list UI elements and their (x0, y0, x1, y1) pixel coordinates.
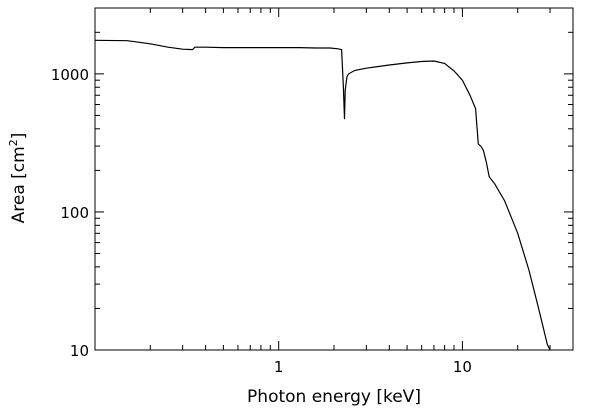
ticks-layer (94, 7, 574, 351)
y-axis-title-main: Area [cm (9, 146, 29, 223)
plot-frame (94, 7, 574, 351)
tick-labels-layer: 1 10 10 100 1000 (51, 66, 472, 376)
y-tick-label: 100 (60, 204, 89, 222)
x-tick-label: 10 (453, 358, 472, 376)
x-tick-label: 1 (274, 358, 284, 376)
y-axis-title: Area [cm2] (7, 133, 29, 224)
effective-area-curve (94, 39, 551, 351)
x-axis-title: Photon energy [keV] (247, 387, 421, 407)
y-axis-title-superscript: 2 (7, 139, 20, 146)
y-tick-label: 1000 (51, 66, 89, 84)
y-axis-title-close: ] (9, 133, 29, 140)
y-tick-label: 10 (70, 342, 89, 360)
